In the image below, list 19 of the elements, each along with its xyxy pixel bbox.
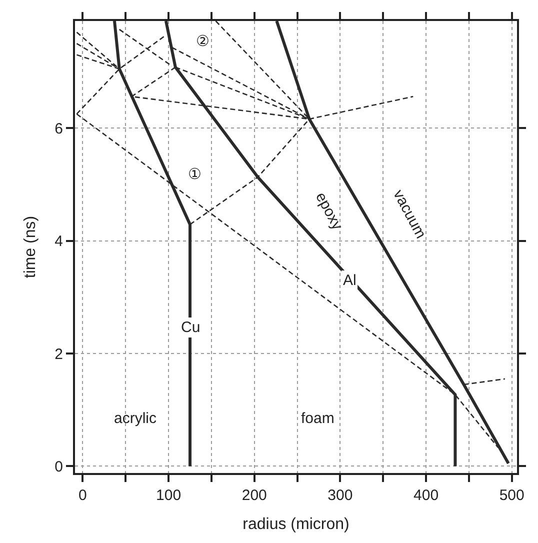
- y-tick-label: 2: [54, 346, 63, 363]
- x-tick-label: 500: [499, 487, 524, 504]
- x-tick-label: 0: [78, 487, 87, 504]
- y-tick-label: 6: [54, 120, 63, 138]
- y-tick-label: 4: [54, 233, 63, 250]
- x-tick-label: 300: [328, 487, 353, 504]
- x-tick-label: 100: [156, 487, 182, 504]
- annotation: foam: [301, 410, 334, 427]
- y-tick-label: 0: [54, 458, 63, 476]
- annotation: ②: [196, 33, 209, 50]
- y-axis-title: time (ns): [22, 216, 40, 278]
- annotation: ①: [188, 166, 201, 183]
- annotation: epoxy: [312, 190, 346, 234]
- x-axis-title: radius (micron): [242, 516, 350, 534]
- x-tick-label: 200: [242, 487, 267, 504]
- annotation: acrylic: [114, 410, 157, 427]
- x-tick-label: 400: [414, 487, 439, 504]
- annotation: Al: [343, 272, 356, 289]
- annotation: Cu: [181, 319, 200, 336]
